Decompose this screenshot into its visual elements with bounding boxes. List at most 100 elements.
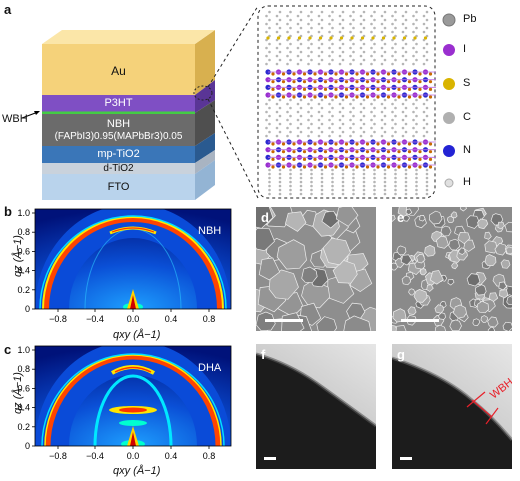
atom-marker — [328, 62, 331, 66]
atom-marker — [401, 62, 405, 66]
atom-marker — [376, 87, 380, 91]
atom-marker — [404, 122, 408, 126]
atom-marker — [425, 26, 429, 30]
atom-marker — [362, 58, 366, 62]
atom-marker — [302, 72, 307, 76]
grain — [301, 266, 318, 284]
atom-marker — [286, 118, 289, 122]
atom-marker — [370, 54, 373, 58]
atom-marker — [292, 87, 296, 91]
x-tick-label: 0.0 — [127, 314, 140, 324]
atom-marker — [370, 22, 373, 26]
atom-marker — [425, 184, 429, 188]
atom-marker — [292, 142, 296, 146]
atom-marker — [386, 142, 391, 146]
atom-marker — [344, 165, 349, 169]
atom-marker — [323, 150, 328, 154]
giwaxs-plots: −0.8 −0.4 0.0 0.4 0.8 0 0.2 0.4 0.6 0.8 1.0 −0.8 −0.… — [17, 208, 232, 461]
atom-marker — [286, 46, 289, 50]
atom-marker — [401, 118, 405, 122]
atom-marker — [268, 50, 271, 54]
atom-marker — [428, 95, 433, 99]
molecular-structure-box — [257, 5, 436, 199]
atom-marker — [292, 165, 296, 169]
atom-marker — [266, 36, 270, 40]
atom-marker — [404, 176, 408, 180]
grain — [400, 254, 413, 266]
atom-marker — [268, 180, 271, 184]
atom-marker — [365, 87, 370, 91]
grain — [457, 232, 471, 245]
atom-marker — [313, 87, 317, 91]
atom-marker — [278, 130, 282, 134]
atom-marker — [271, 157, 275, 161]
atom-marker — [289, 192, 292, 196]
atom-marker — [383, 188, 387, 192]
y-tick-label: 1.0 — [17, 208, 30, 218]
atom-marker — [412, 118, 415, 122]
atom-marker — [265, 30, 268, 34]
atom-marker — [323, 87, 328, 91]
atom-marker — [362, 172, 366, 176]
atom-marker — [286, 22, 289, 26]
atom-marker — [265, 102, 268, 106]
atom-marker — [331, 122, 334, 126]
atom-marker — [296, 134, 300, 138]
atom-marker — [370, 14, 373, 18]
atom-marker — [418, 142, 422, 146]
grain — [459, 207, 467, 212]
sem-image-e: e — [392, 207, 512, 331]
atom-marker — [286, 110, 289, 114]
atom-marker — [415, 184, 418, 188]
x-tick-label: 0.0 — [127, 451, 140, 461]
atom-marker — [341, 172, 345, 176]
atom-marker — [380, 134, 384, 138]
atom-marker — [297, 36, 302, 40]
atom-marker — [380, 46, 384, 50]
atom-marker — [281, 95, 286, 99]
atom-marker — [317, 102, 321, 106]
perovskite-layer — [42, 114, 195, 146]
atom-marker — [401, 54, 405, 58]
atom-marker — [310, 176, 313, 180]
atom-marker — [394, 130, 397, 134]
atom-marker — [352, 50, 355, 54]
grain — [256, 227, 275, 252]
atom-marker — [404, 172, 408, 176]
atom-marker — [331, 188, 334, 192]
atom-marker — [338, 102, 342, 106]
atom-marker — [391, 22, 394, 26]
atom-marker — [278, 42, 282, 46]
atom-marker — [329, 36, 333, 40]
atom-marker — [292, 157, 296, 161]
giwaxs-c-xlabel: qxy (Å−1) — [113, 465, 161, 477]
atom-marker — [404, 106, 408, 110]
atom-marker — [355, 72, 359, 76]
atom-marker — [338, 46, 342, 50]
atom-marker — [271, 165, 275, 169]
atom-marker — [268, 58, 271, 62]
atom-marker — [307, 118, 310, 122]
atom-marker — [412, 62, 415, 66]
atom-marker — [373, 176, 376, 180]
atom-marker — [425, 188, 429, 192]
giwaxs-dha-plot — [34, 345, 232, 447]
grain — [500, 259, 511, 269]
atom-marker — [296, 102, 300, 106]
atom-marker — [376, 142, 380, 146]
atom-marker — [338, 110, 342, 114]
legend-pb: Pb — [463, 13, 477, 25]
atom-marker — [289, 130, 292, 134]
atom-marker — [355, 150, 359, 154]
atom-marker — [415, 42, 418, 46]
atom-marker — [404, 10, 408, 14]
grain — [428, 210, 443, 225]
atom-marker — [373, 188, 376, 192]
atom-marker — [422, 22, 426, 26]
y-tick-label: 0.2 — [17, 422, 30, 432]
grain — [429, 270, 444, 285]
atom-marker — [425, 106, 429, 110]
atom-marker — [418, 157, 422, 161]
atom-marker — [341, 98, 345, 102]
atom-marker — [320, 168, 324, 172]
